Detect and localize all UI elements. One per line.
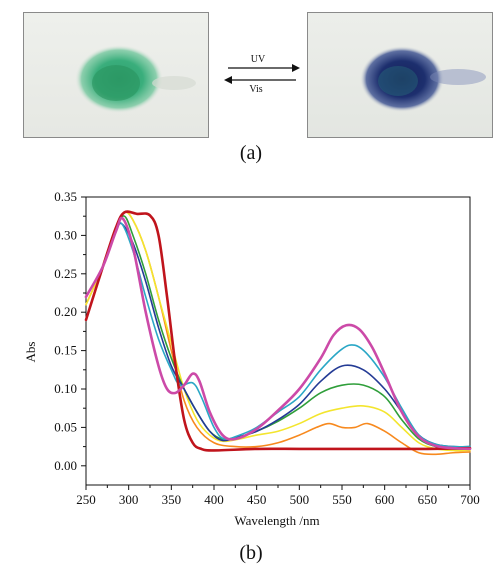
- x-tick-label: 250: [76, 492, 96, 507]
- spectrum-series-line-6: [85, 221, 471, 448]
- spectrum-series-line-3: [85, 211, 471, 452]
- x-tick-label: 650: [418, 492, 438, 507]
- x-tick-label: 500: [290, 492, 310, 507]
- reversible-arrows-icon: [224, 64, 300, 84]
- y-axis-label: Abs: [23, 342, 38, 363]
- vis-label: Vis: [249, 84, 263, 95]
- plot-frame: [85, 196, 471, 486]
- absorption-spectrum-chart: 250 300 350 400 450 500 550 600 650 700 0.00 0.05 0.…: [23, 189, 480, 528]
- series-layer: [84, 210, 472, 456]
- blue-powder-icon: [360, 46, 486, 112]
- uv-label: UV: [250, 54, 266, 65]
- x-axis-label: Wavelength /nm: [234, 513, 319, 528]
- axis-layer: 250 300 350 400 450 500 550 600 650 700 0.00 0.05 0.…: [54, 189, 480, 507]
- y-tick-label: 0.15: [54, 343, 77, 358]
- x-tick-label: 350: [162, 492, 182, 507]
- y-tick-label: 0.10: [54, 381, 77, 396]
- panel-label-a: (a): [239, 142, 263, 164]
- y-tick-label: 0.05: [54, 419, 77, 434]
- spectrum-series-line-5: [85, 222, 471, 448]
- spectrum-series-line-7: [84, 216, 472, 451]
- x-tick-label: 450: [247, 492, 267, 507]
- panel-label-b: (b): [239, 542, 263, 564]
- y-tick-label: 0.30: [54, 227, 77, 242]
- green-powder-icon: [75, 45, 196, 113]
- y-tick-label: 0.00: [54, 458, 77, 473]
- spectrum-series-line-1: [84, 210, 472, 452]
- blue-powder-photo: [307, 12, 493, 138]
- x-tick-label: 300: [119, 492, 139, 507]
- green-powder-photo: [23, 12, 209, 138]
- y-tick-label: 0.35: [54, 189, 77, 204]
- spectrum-series-line-2: [85, 211, 471, 456]
- spectrum-series-line-4: [85, 215, 471, 450]
- x-tick-label: 400: [204, 492, 224, 507]
- x-tick-label: 600: [375, 492, 395, 507]
- y-tick-label: 0.20: [54, 304, 77, 319]
- x-tick-label: 550: [332, 492, 352, 507]
- y-tick-label: 0.25: [54, 266, 77, 281]
- x-tick-label: 700: [460, 492, 480, 507]
